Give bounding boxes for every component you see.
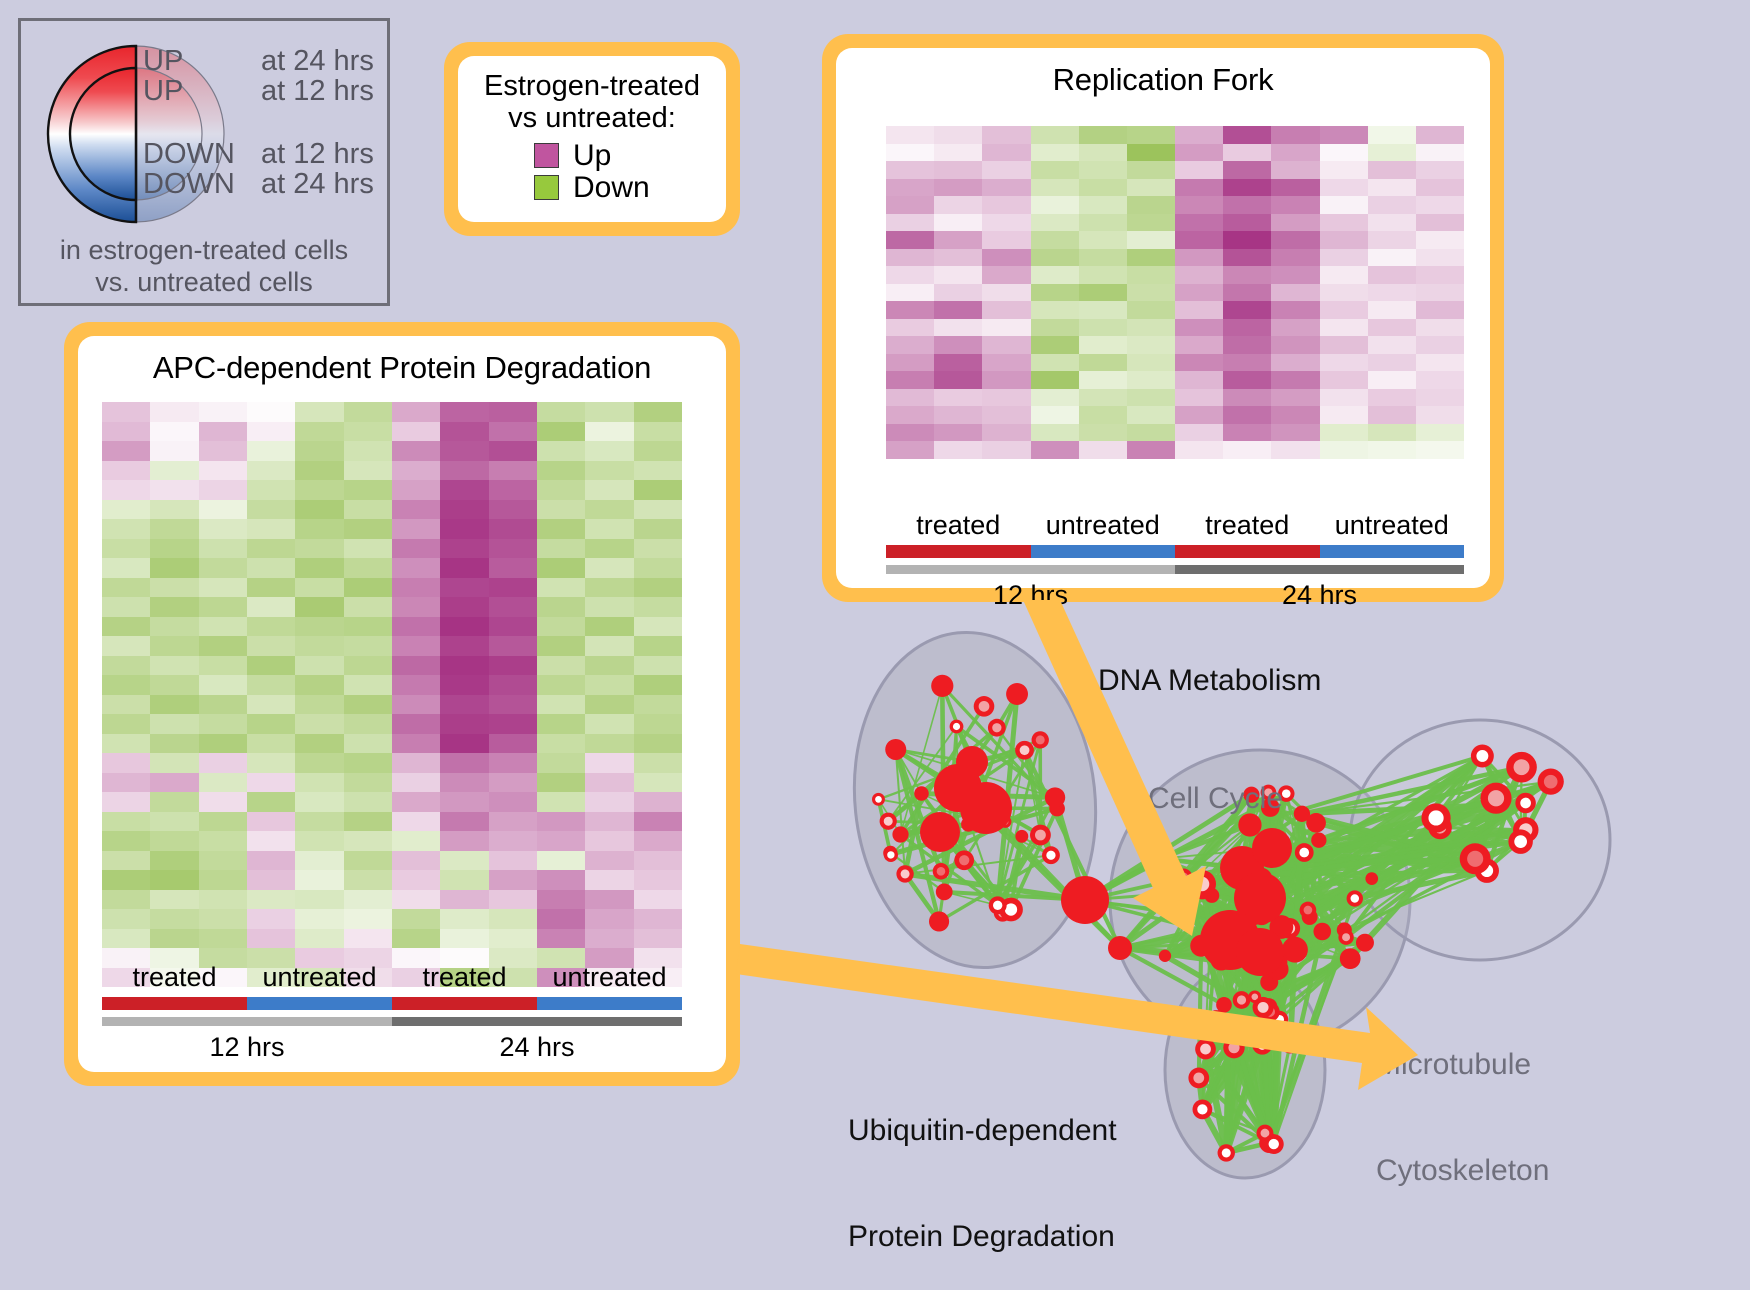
arrow-replication-fork-to-dna-metabolism xyxy=(1023,600,1206,936)
arrow-apc-to-ubiquitin-cluster xyxy=(736,944,1418,1090)
